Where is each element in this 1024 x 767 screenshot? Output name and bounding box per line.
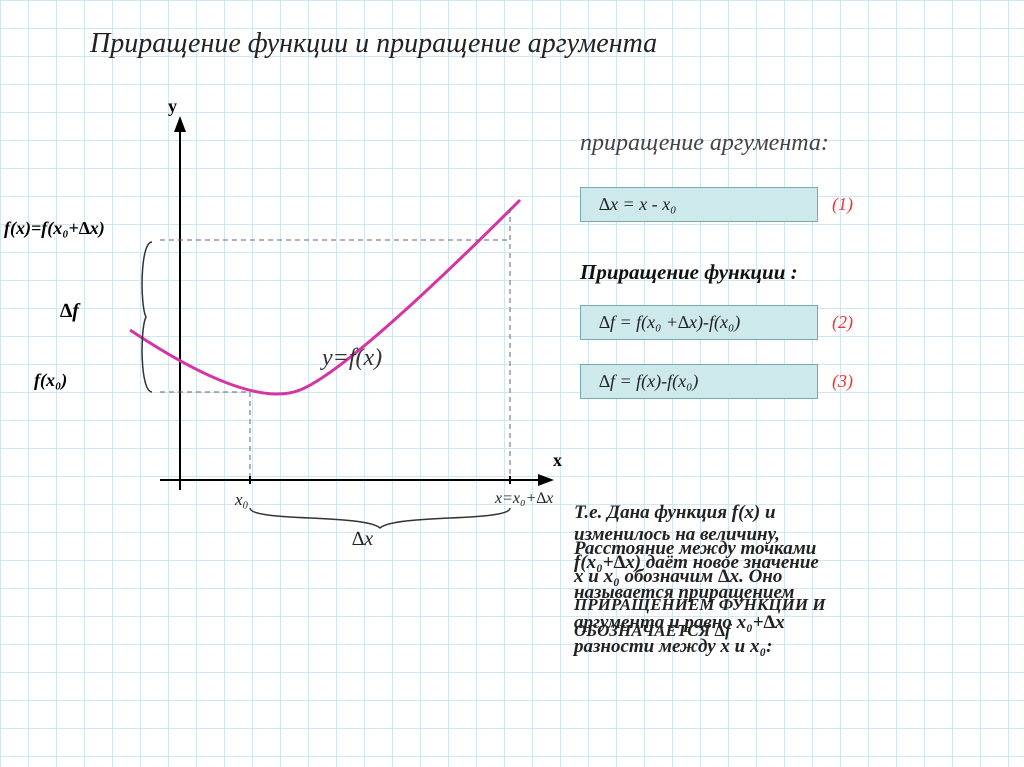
curve-label: y=f(x)	[322, 345, 382, 372]
formula-2-num: (2)	[832, 312, 853, 333]
fx0-label: f(x₀)	[34, 370, 67, 391]
heading-argument: приращение аргумента:	[580, 130, 1010, 157]
formula-3: ∆f = f(x)-f(x₀)	[580, 364, 818, 399]
graph-area: y x y=f(x) x₀ x=x₀+∆x ∆x f(x₀) f(x)=f(x₀…	[100, 110, 560, 530]
fx1-label: f(x)=f(x₀+∆x)	[4, 218, 105, 239]
bottom-text-block: Т.е. Дана функция f(x) и изменилось на в…	[574, 500, 1014, 650]
y-axis-label: y	[168, 96, 177, 117]
dx-label: ∆x	[352, 528, 373, 551]
right-column: приращение аргумента: ∆x = x - x₀ (1) Пр…	[580, 130, 1010, 413]
formula-1: ∆x = x - x₀	[580, 187, 818, 222]
page-title: Приращение функции и приращение аргумент…	[90, 28, 657, 60]
bottom-line-9: ОБОЗНАЧАЕТСЯ ∆f	[574, 620, 731, 643]
formula-row-2: ∆f = f(x₀ +∆x)-f(x₀) (2)	[580, 305, 1010, 340]
heading-function: Приращение функции :	[580, 260, 1010, 285]
formula-2: ∆f = f(x₀ +∆x)-f(x₀)	[580, 305, 818, 340]
x-axis-label: x	[553, 450, 562, 471]
formula-row-3: ∆f = f(x)-f(x₀) (3)	[580, 364, 1010, 399]
formula-row-1: ∆x = x - x₀ (1)	[580, 187, 1010, 222]
formula-3-num: (3)	[832, 371, 853, 392]
formula-1-num: (1)	[832, 194, 853, 215]
df-label: ∆f	[60, 300, 79, 323]
brace-df	[142, 242, 152, 392]
brace-dx	[250, 508, 510, 528]
x0-label: x₀	[235, 490, 248, 510]
x1-label: x=x₀+∆x	[495, 490, 553, 508]
